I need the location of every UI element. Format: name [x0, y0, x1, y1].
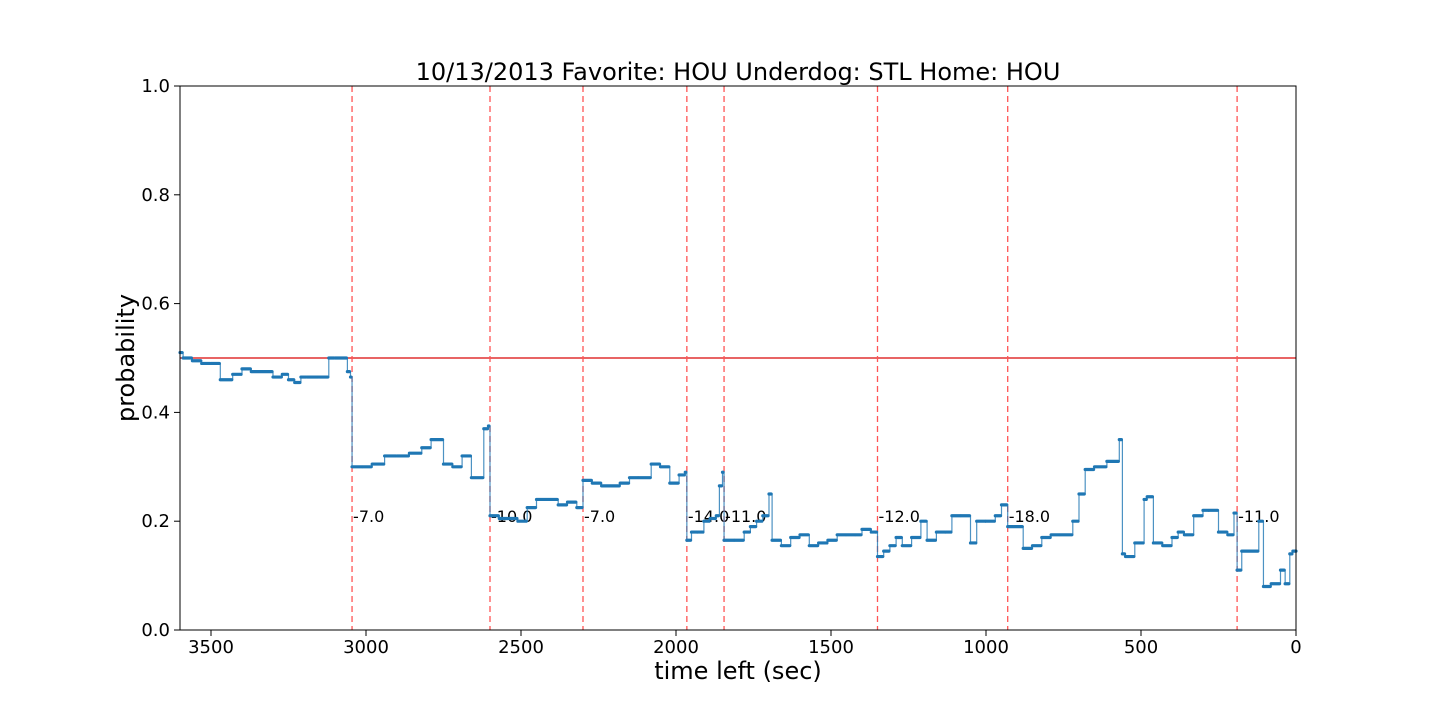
x-tick-label: 2000	[653, 637, 699, 658]
event-label: -18.0	[1009, 507, 1050, 526]
plot-frame	[179, 85, 1297, 631]
y-tick-label: 0.6	[141, 294, 170, 315]
x-axis-label: time left (sec)	[654, 657, 822, 685]
x-tick-label: 3000	[343, 637, 389, 658]
x-tick-label: 500	[1124, 637, 1158, 658]
x-axis: 3500 3000 2500 2000 1500 1000 500 0	[188, 630, 1302, 658]
x-tick-label: 1000	[963, 637, 1009, 658]
y-tick-label: 0.0	[141, 620, 170, 641]
y-axis-label: probability	[112, 294, 140, 422]
event-label: -7.0	[584, 507, 615, 526]
x-tick-label: 2500	[498, 637, 544, 658]
event-label: -11.0	[725, 507, 766, 526]
event-label: -7.0	[353, 507, 384, 526]
y-axis: 0.0 0.2 0.4 0.6 0.8 1.0	[141, 76, 180, 641]
plot-area: -7.0 -10.0 -7.0 -14.0-11.0 -12.0 -18.0 -11.0	[178, 86, 1298, 630]
x-tick-label: 0	[1290, 637, 1301, 658]
y-tick-label: 0.2	[141, 511, 170, 532]
x-tick-label: 3500	[188, 637, 234, 658]
y-tick-label: 1.0	[141, 76, 170, 97]
y-tick-label: 0.4	[141, 402, 170, 423]
event-label: -14.0	[688, 507, 729, 526]
event-label: -12.0	[879, 507, 920, 526]
chart-title: 10/13/2013 Favorite: HOU Underdog: STL H…	[416, 58, 1061, 86]
x-tick-label: 1500	[808, 637, 854, 658]
event-label: -11.0	[1238, 507, 1279, 526]
series-line	[180, 351, 1296, 588]
y-tick-label: 0.8	[141, 185, 170, 206]
